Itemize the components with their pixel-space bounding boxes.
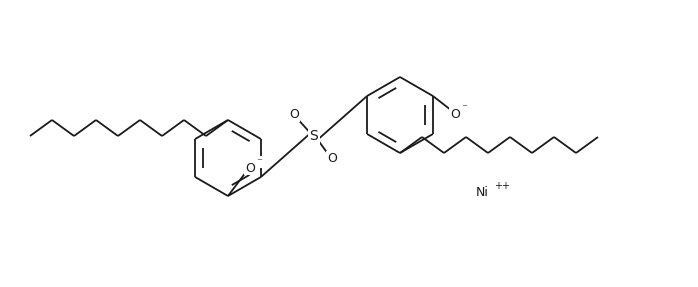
Text: Ni: Ni: [476, 185, 489, 199]
Text: ⁻: ⁻: [256, 157, 262, 167]
Text: O: O: [327, 152, 337, 165]
Text: O: O: [450, 108, 460, 121]
Text: ++: ++: [494, 181, 510, 191]
Text: S: S: [310, 129, 318, 144]
Text: O: O: [245, 162, 255, 174]
Text: ⁻: ⁻: [461, 103, 467, 113]
Text: O: O: [289, 108, 299, 121]
